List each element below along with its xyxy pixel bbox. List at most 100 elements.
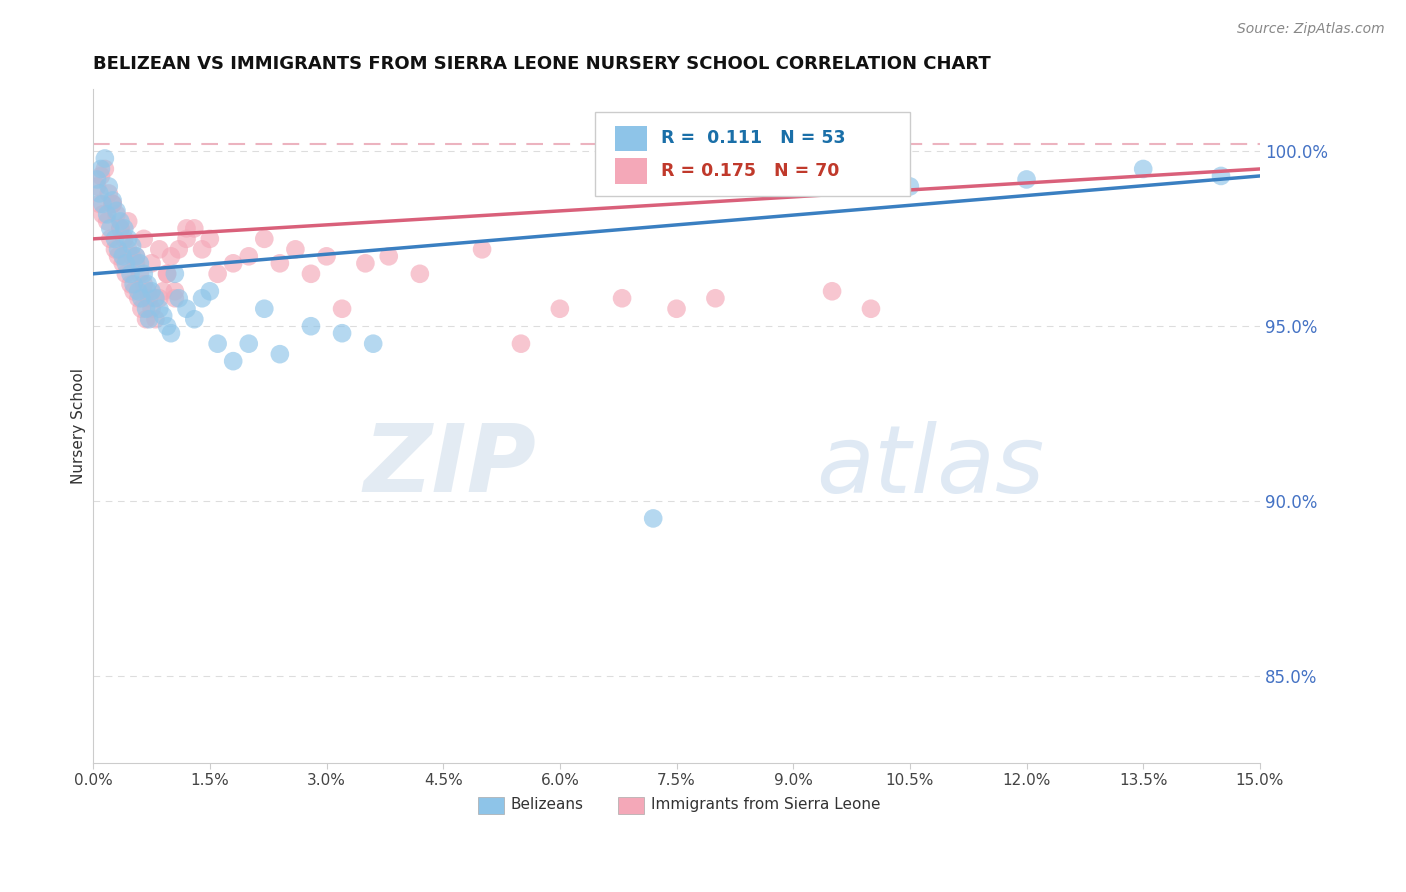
Point bbox=[115, 267, 138, 281]
Point bbox=[163, 267, 186, 281]
Point bbox=[156, 319, 179, 334]
Point bbox=[117, 232, 139, 246]
Point bbox=[91, 197, 114, 211]
Point bbox=[117, 243, 139, 257]
Point bbox=[145, 291, 167, 305]
Point bbox=[136, 285, 159, 299]
Point bbox=[156, 267, 179, 281]
Point bbox=[111, 249, 134, 263]
Point bbox=[107, 243, 129, 257]
Point bbox=[222, 354, 245, 368]
Point bbox=[136, 277, 159, 292]
Point bbox=[361, 336, 384, 351]
Point bbox=[163, 291, 186, 305]
Point bbox=[120, 267, 142, 281]
Point bbox=[110, 221, 132, 235]
Point bbox=[112, 232, 135, 246]
Point bbox=[269, 256, 291, 270]
Text: Immigrants from Sierra Leone: Immigrants from Sierra Leone bbox=[651, 797, 880, 813]
Point bbox=[125, 249, 148, 263]
Point bbox=[141, 285, 163, 299]
Point bbox=[138, 291, 160, 305]
Point bbox=[91, 207, 114, 221]
Point bbox=[101, 194, 124, 208]
Point bbox=[821, 285, 844, 299]
Point bbox=[315, 249, 337, 263]
Point bbox=[610, 291, 633, 305]
Point bbox=[191, 243, 214, 257]
Point bbox=[101, 197, 124, 211]
Point bbox=[96, 207, 118, 221]
Point bbox=[299, 319, 322, 334]
Point bbox=[110, 214, 132, 228]
Point bbox=[138, 312, 160, 326]
Point bbox=[122, 285, 145, 299]
Point bbox=[128, 267, 150, 281]
Point bbox=[94, 152, 117, 166]
Point bbox=[665, 301, 688, 316]
Point bbox=[101, 197, 124, 211]
Text: R =  0.111   N = 53: R = 0.111 N = 53 bbox=[661, 129, 846, 147]
Point bbox=[132, 232, 155, 246]
Point bbox=[330, 326, 353, 341]
Point bbox=[152, 309, 174, 323]
Point bbox=[127, 291, 149, 305]
Point bbox=[121, 249, 143, 263]
Point bbox=[117, 214, 139, 228]
Text: Source: ZipAtlas.com: Source: ZipAtlas.com bbox=[1237, 22, 1385, 37]
Point bbox=[127, 285, 149, 299]
Point bbox=[94, 161, 117, 176]
Point bbox=[898, 179, 921, 194]
Point bbox=[132, 277, 155, 292]
Point bbox=[176, 232, 198, 246]
Point bbox=[128, 256, 150, 270]
Text: ZIP: ZIP bbox=[364, 420, 537, 512]
Y-axis label: Nursery School: Nursery School bbox=[72, 368, 86, 483]
Point bbox=[148, 301, 170, 316]
Point bbox=[98, 221, 121, 235]
Point bbox=[98, 232, 121, 246]
Point bbox=[176, 301, 198, 316]
FancyBboxPatch shape bbox=[619, 797, 644, 814]
Point bbox=[238, 249, 260, 263]
Point bbox=[176, 221, 198, 235]
Point bbox=[1132, 161, 1154, 176]
Point bbox=[105, 203, 128, 218]
Point bbox=[122, 277, 145, 292]
Point bbox=[377, 249, 399, 263]
Point bbox=[104, 232, 127, 246]
Point bbox=[409, 267, 432, 281]
Point bbox=[97, 186, 120, 201]
FancyBboxPatch shape bbox=[614, 126, 647, 152]
Point bbox=[125, 249, 148, 263]
Point bbox=[107, 249, 129, 263]
Point bbox=[253, 301, 276, 316]
Point bbox=[132, 267, 155, 281]
Point bbox=[299, 267, 322, 281]
Point bbox=[90, 169, 112, 183]
Point bbox=[198, 285, 221, 299]
Point bbox=[156, 267, 179, 281]
Point bbox=[115, 256, 138, 270]
Point bbox=[131, 301, 153, 316]
Point bbox=[191, 291, 214, 305]
Text: BELIZEAN VS IMMIGRANTS FROM SIERRA LEONE NURSERY SCHOOL CORRELATION CHART: BELIZEAN VS IMMIGRANTS FROM SIERRA LEONE… bbox=[93, 55, 991, 73]
FancyBboxPatch shape bbox=[595, 112, 910, 196]
Point bbox=[96, 214, 118, 228]
Point bbox=[90, 161, 112, 176]
Point bbox=[643, 511, 665, 525]
Point bbox=[160, 326, 183, 341]
Point bbox=[86, 179, 108, 194]
Point bbox=[1209, 169, 1232, 183]
Point bbox=[145, 312, 167, 326]
Point bbox=[97, 179, 120, 194]
Text: atlas: atlas bbox=[817, 421, 1045, 512]
Point bbox=[222, 256, 245, 270]
Text: Belizeans: Belizeans bbox=[510, 797, 583, 813]
Point bbox=[1015, 172, 1038, 186]
Point bbox=[207, 267, 229, 281]
Point bbox=[89, 186, 111, 201]
Point bbox=[548, 301, 571, 316]
Point bbox=[238, 336, 260, 351]
Point bbox=[110, 221, 132, 235]
